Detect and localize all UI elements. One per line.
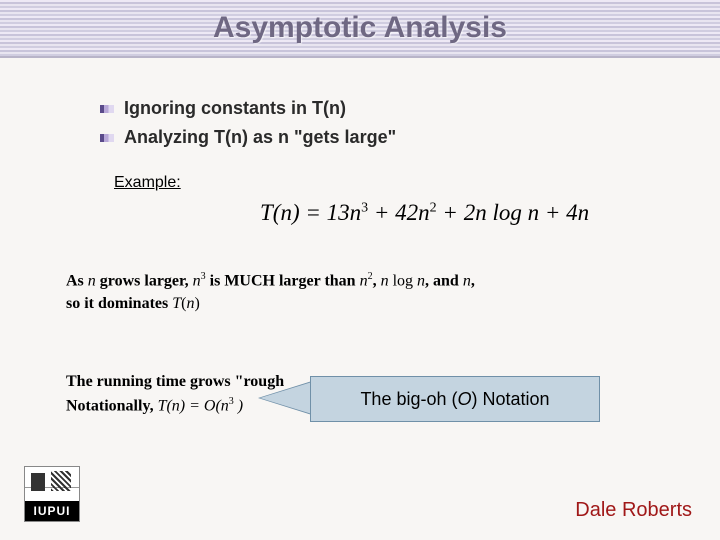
- title-bar: Asymptotic Analysis: [0, 0, 720, 58]
- bullet-text-2: Analyzing T(n) as n "gets large": [124, 127, 396, 148]
- bullet-text-1: Ignoring constants in T(n): [124, 98, 346, 119]
- author-name: Dale Roberts: [575, 499, 692, 522]
- logo-graphic: [25, 467, 79, 501]
- slide-title: Asymptotic Analysis: [213, 11, 507, 45]
- big-oh-callout: The big-oh (O) Notation: [310, 376, 600, 422]
- bullet-line-2: Analyzing T(n) as n "gets large": [100, 127, 640, 148]
- callout-arrow-icon: [260, 382, 312, 414]
- notational-text: The running time grows "roughNotationall…: [66, 370, 284, 418]
- bullet-icon: [100, 134, 114, 142]
- main-equation: T(n) = 13n3 + 42n2 + 2n log n + 4n: [260, 200, 589, 226]
- logo-text: IUPUI: [25, 501, 79, 521]
- grows-larger-text: As n grows larger, n3 is MUCH larger tha…: [66, 270, 475, 315]
- content-area: Ignoring constants in T(n) Analyzing T(n…: [0, 58, 720, 192]
- bullet-icon: [100, 105, 114, 113]
- bullet-line-1: Ignoring constants in T(n): [100, 98, 640, 119]
- iupui-logo: IUPUI: [24, 466, 80, 522]
- example-label: Example:: [114, 174, 640, 192]
